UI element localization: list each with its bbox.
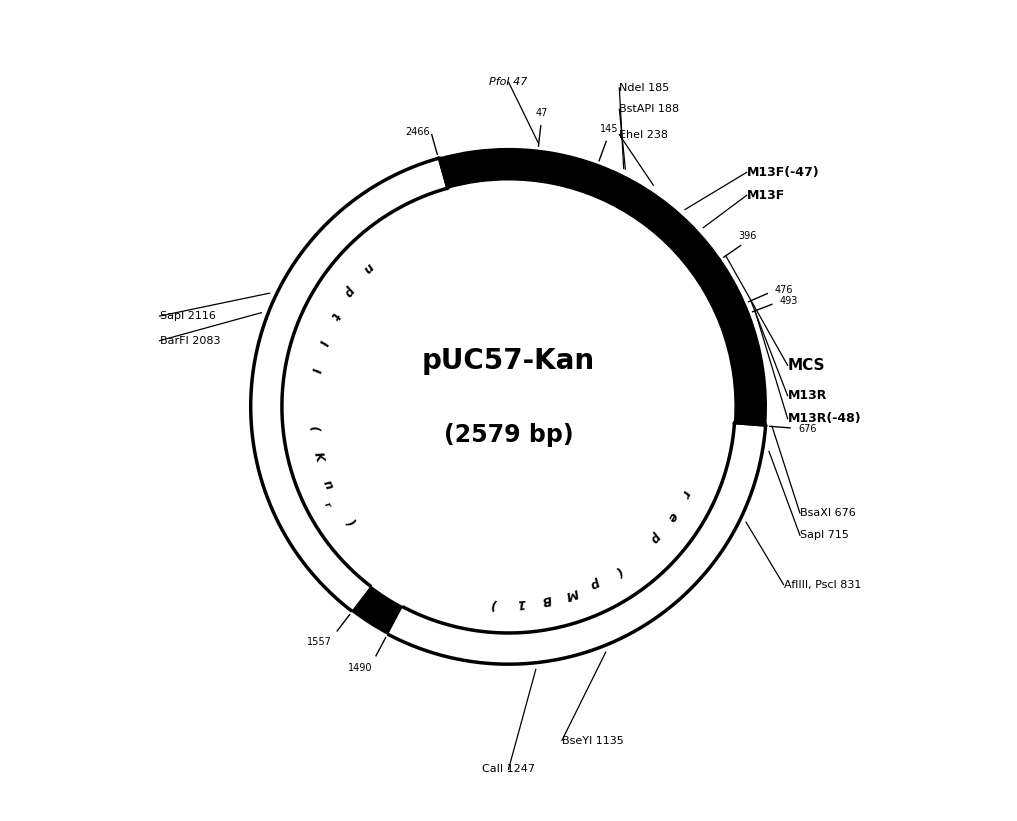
Text: I: I <box>308 367 321 374</box>
Text: p: p <box>589 576 602 591</box>
Text: BstAPI 188: BstAPI 188 <box>619 104 679 114</box>
Text: 476: 476 <box>775 285 793 296</box>
Text: 493: 493 <box>779 296 798 306</box>
Text: p: p <box>342 283 357 298</box>
Text: AflIII, PscI 831: AflIII, PscI 831 <box>783 580 861 589</box>
Text: MCS: MCS <box>787 358 825 373</box>
Text: M13R(-48): M13R(-48) <box>787 412 861 425</box>
Text: p: p <box>649 529 664 544</box>
Text: BarFI 2083: BarFI 2083 <box>160 336 220 346</box>
Text: I: I <box>315 337 330 346</box>
Text: K: K <box>310 451 325 464</box>
Text: 2466: 2466 <box>405 126 429 137</box>
Wedge shape <box>587 164 749 324</box>
Text: n: n <box>360 260 376 276</box>
Text: 1557: 1557 <box>307 637 333 648</box>
Wedge shape <box>438 149 508 188</box>
Polygon shape <box>438 157 476 190</box>
Wedge shape <box>720 314 766 426</box>
Text: M13F: M13F <box>746 189 785 202</box>
Text: BseYI 1135: BseYI 1135 <box>561 736 623 745</box>
Text: 47: 47 <box>536 108 548 117</box>
Text: M13F(-47): M13F(-47) <box>746 166 820 179</box>
Circle shape <box>246 144 771 668</box>
Text: SapI 715: SapI 715 <box>800 530 849 540</box>
Text: n: n <box>320 478 336 492</box>
Text: pUC57-Kan: pUC57-Kan <box>422 347 595 375</box>
Text: NdeI 185: NdeI 185 <box>619 83 669 93</box>
Text: t: t <box>326 310 341 321</box>
Text: M: M <box>563 585 580 601</box>
Text: (: ( <box>306 424 319 432</box>
Text: SapI 2116: SapI 2116 <box>160 311 216 321</box>
Text: 676: 676 <box>798 424 817 433</box>
Text: B: B <box>541 593 552 607</box>
Text: PfoI 47: PfoI 47 <box>489 77 528 87</box>
Polygon shape <box>733 391 767 426</box>
Text: EheI 238: EheI 238 <box>619 130 668 140</box>
Text: 145: 145 <box>600 124 618 134</box>
Text: 1490: 1490 <box>348 663 372 673</box>
Text: r: r <box>321 501 332 509</box>
Text: r: r <box>678 488 693 499</box>
Wedge shape <box>508 149 598 194</box>
Text: e: e <box>664 509 680 523</box>
Text: BsaXI 676: BsaXI 676 <box>800 508 855 518</box>
Text: ): ) <box>492 596 498 610</box>
Wedge shape <box>352 586 402 634</box>
Text: 1: 1 <box>517 596 526 610</box>
Text: (2579 bp): (2579 bp) <box>443 423 574 447</box>
Text: M13R: M13R <box>787 389 827 402</box>
Text: (: ( <box>612 563 623 577</box>
Text: ): ) <box>343 516 356 529</box>
Text: CaII 1247: CaII 1247 <box>482 764 535 774</box>
Text: 396: 396 <box>738 231 757 241</box>
